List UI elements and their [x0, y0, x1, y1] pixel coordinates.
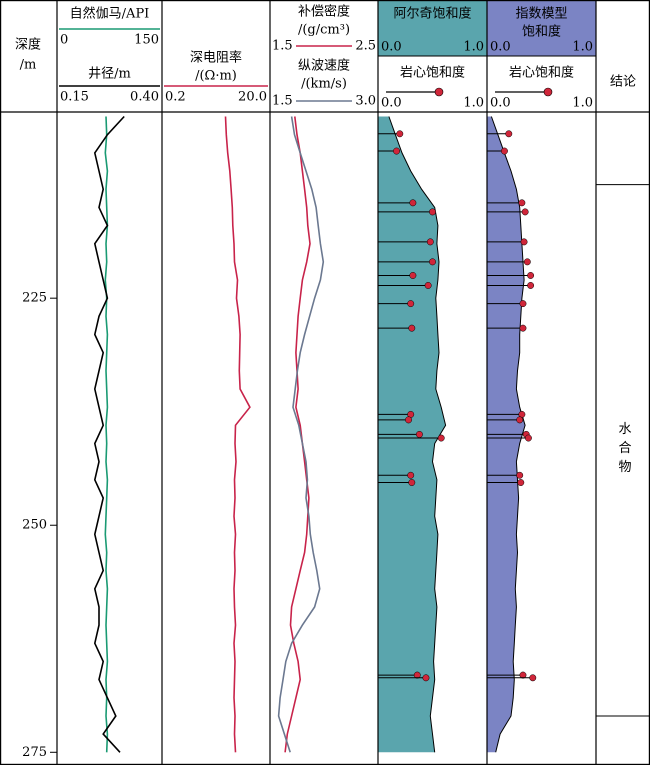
core-point: [409, 199, 417, 207]
scale-min: 0.0: [490, 40, 511, 55]
core-point: [393, 147, 400, 155]
core-point: [424, 282, 432, 289]
core-point: [529, 674, 537, 682]
log-curve: [277, 116, 325, 753]
core-point: [516, 471, 524, 479]
core-point: [437, 434, 445, 442]
core-point: [518, 199, 526, 207]
log-curve: [284, 116, 311, 753]
depth-tick-label: 225: [22, 291, 47, 306]
core-point: [407, 300, 415, 308]
curve-name: 阿尔奇饱和度: [393, 6, 471, 22]
conclusion-title: 结论: [610, 75, 636, 90]
core-point: [405, 416, 412, 424]
scale-max: 20.0: [238, 90, 267, 105]
scale-min: 0.0: [381, 96, 402, 111]
curve-name: 自然伽马/API: [70, 6, 150, 22]
curve-name: 补偿密度: [298, 4, 350, 20]
core-point: [505, 130, 513, 138]
scale-max: 1.0: [463, 40, 484, 55]
scale-max: 0.40: [130, 90, 159, 105]
log-curve: [93, 115, 125, 753]
header-band: [487, 0, 596, 56]
core-point: [524, 434, 532, 442]
core-point: [407, 471, 415, 479]
scale-min: 0.2: [165, 90, 186, 105]
scale-min: 0.0: [490, 96, 511, 111]
curve-name: 井径/m: [88, 67, 131, 82]
curve-name: /(g/cm³): [298, 23, 350, 38]
scale-max: 2.5: [355, 39, 376, 54]
core-point: [519, 324, 527, 332]
core-point: [521, 208, 529, 216]
core-point: [408, 324, 416, 332]
core-point: [500, 147, 508, 155]
curve-name: 指数模型: [515, 7, 567, 22]
core-point: [517, 479, 525, 486]
depth-label: 深度: [15, 37, 41, 53]
log-curve: [104, 116, 109, 753]
log-curve: [224, 116, 251, 753]
scale-min: 0.0: [381, 40, 402, 55]
core-point: [527, 272, 535, 279]
core-point: [429, 208, 436, 216]
curve-name: 纵波速度: [298, 58, 350, 74]
scale-min: 0.15: [60, 90, 89, 105]
core-point: [426, 238, 434, 246]
scale-max: 1.0: [463, 96, 484, 111]
curve-name: /(Ω·m): [195, 69, 237, 84]
curve-name: 饱和度: [522, 24, 561, 40]
core-point: [527, 282, 535, 289]
scale-min: 1.5: [272, 39, 293, 54]
depth-tick-label: 250: [22, 518, 47, 533]
header-band: [378, 0, 487, 56]
core-point: [523, 258, 531, 266]
scale-min: 0: [60, 33, 68, 48]
core-point: [408, 479, 416, 486]
core-point: [409, 272, 417, 279]
core-name: 岩心饱和度: [400, 65, 465, 81]
core-point: [520, 238, 528, 246]
depth-label: /m: [20, 58, 37, 73]
curve-name: 深电阻率: [190, 50, 242, 66]
interval-label: 水合物: [616, 422, 632, 479]
core-point: [415, 430, 423, 438]
core-point: [429, 258, 436, 266]
depth-tick-label: 275: [22, 745, 47, 760]
legend-dot: [434, 87, 444, 97]
saturation-curve: [388, 116, 447, 753]
legend-dot: [543, 87, 553, 97]
scale-max: 1.0: [572, 96, 593, 111]
core-point: [519, 300, 527, 308]
curve-name: /(km/s): [301, 77, 347, 92]
core-name: 岩心饱和度: [509, 65, 574, 81]
scale-min: 1.5: [272, 94, 293, 109]
core-point: [422, 674, 430, 682]
scale-max: 1.0: [572, 40, 593, 55]
scale-max: 150: [134, 33, 159, 48]
core-point: [516, 416, 524, 424]
scale-max: 3.0: [355, 94, 376, 109]
core-point: [396, 130, 404, 138]
